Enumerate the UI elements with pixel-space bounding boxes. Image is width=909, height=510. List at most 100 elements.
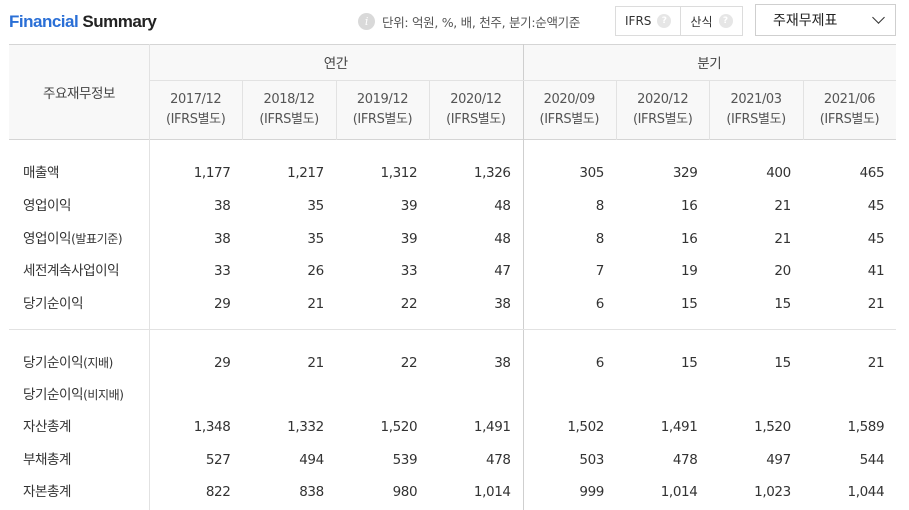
table-cell: 16 bbox=[681, 231, 698, 247]
group-divider bbox=[522, 44, 524, 510]
financial-summary-header: Financial Summary i 단위: 억원, %, 배, 천주, 분기… bbox=[0, 0, 909, 44]
table-cell: 22 bbox=[400, 296, 418, 312]
row-label: 매출액 bbox=[23, 160, 59, 186]
table-cell: 1,332 bbox=[287, 419, 324, 435]
help-icon[interactable]: ? bbox=[657, 14, 672, 28]
period-header: 2021/03 (IFRS별도) bbox=[709, 80, 802, 140]
column-divider bbox=[242, 80, 244, 140]
row-label: 부채총계 bbox=[23, 447, 71, 473]
table-cell: 29 bbox=[214, 296, 231, 312]
table-cell: 15 bbox=[774, 296, 791, 312]
table-cell: 1,589 bbox=[847, 419, 885, 435]
table-cell: 478 bbox=[486, 452, 511, 468]
table-cell: 21 bbox=[774, 198, 791, 214]
table-cell: 1,023 bbox=[754, 484, 791, 500]
period-basis: (IFRS별도) bbox=[726, 112, 786, 127]
formula-button[interactable]: 산식 ? bbox=[680, 7, 741, 35]
row-label: 자산총계 bbox=[23, 414, 71, 440]
table-cell: 1,520 bbox=[380, 419, 418, 435]
table-header bbox=[9, 44, 896, 140]
table-cell: 400 bbox=[766, 165, 791, 181]
table-cell: 48 bbox=[494, 198, 511, 214]
period-date: 2020/12 bbox=[450, 92, 502, 107]
row-label-main: 세전계속사업이익 bbox=[23, 263, 120, 279]
table-cell: 544 bbox=[859, 452, 885, 468]
row-label-sub: (발표기준) bbox=[71, 232, 123, 246]
table-cell: 465 bbox=[859, 165, 885, 181]
financial-table: 주요재무정보 연간 분기 2017/12 (IFRS별도) 2018/12 (IFRS별도… bbox=[9, 44, 896, 510]
table-cell: 38 bbox=[494, 296, 511, 312]
table-cell: 1,014 bbox=[473, 484, 511, 500]
row-label: 당기순이익(지배) bbox=[23, 350, 113, 376]
table-cell: 15 bbox=[681, 296, 698, 312]
period-header: 2019/12 (IFRS별도) bbox=[336, 80, 429, 140]
table-cell: 45 bbox=[867, 198, 885, 214]
info-icon[interactable]: i bbox=[358, 12, 375, 30]
table-cell: 21 bbox=[307, 296, 324, 312]
row-label: 세전계속사업이익 bbox=[23, 258, 120, 284]
table-cell: 41 bbox=[867, 263, 885, 279]
table-cell: 29 bbox=[214, 355, 231, 371]
table-cell: 8 bbox=[595, 198, 605, 214]
table-cell: 8 bbox=[595, 231, 605, 247]
column-divider bbox=[149, 44, 150, 510]
help-icon[interactable]: ? bbox=[718, 14, 733, 28]
period-basis: (IFRS별도) bbox=[259, 112, 319, 127]
period-basis: (IFRS별도) bbox=[165, 112, 226, 127]
period-basis: (IFRS별도) bbox=[632, 112, 693, 127]
table-cell: 1,217 bbox=[287, 165, 324, 181]
table-cell bbox=[149, 382, 230, 408]
period-basis: (IFRS별도) bbox=[352, 112, 413, 127]
column-divider bbox=[429, 80, 431, 140]
row-label-sub: (지배) bbox=[83, 356, 113, 370]
period-date: 2018/12 bbox=[263, 92, 315, 107]
statement-select[interactable]: 주재무제표 bbox=[755, 4, 896, 36]
period-basis: (IFRS별도) bbox=[819, 112, 880, 127]
table-cell: 478 bbox=[672, 452, 698, 468]
period-date: 2017/12 bbox=[170, 92, 222, 107]
statement-select-value: 주재무제표 bbox=[773, 13, 838, 29]
formula-label: 산식 bbox=[690, 14, 713, 29]
period-basis: (IFRS별도) bbox=[446, 112, 506, 127]
row-label-main: 자산총계 bbox=[23, 419, 72, 435]
period-date: 2020/12 bbox=[637, 92, 689, 107]
chevron-down-icon bbox=[872, 11, 885, 24]
table-cell bbox=[803, 382, 884, 408]
unit-text: 단위: 억원, %, 배, 천주, 분기:순액기준 bbox=[382, 14, 581, 30]
row-label-main: 당기순이익 bbox=[23, 355, 84, 371]
title-rest: Summary bbox=[78, 12, 157, 31]
ifrs-button[interactable]: IFRS ? bbox=[616, 7, 680, 35]
table-cell: 1,177 bbox=[193, 165, 231, 181]
table-cell: 6 bbox=[595, 296, 605, 312]
row-label: 영업이익(발표기준) bbox=[23, 226, 123, 252]
table-cell: 21 bbox=[307, 355, 324, 371]
table-cell bbox=[242, 382, 323, 408]
table-cell: 33 bbox=[400, 263, 418, 279]
row-label-main: 자본총계 bbox=[23, 484, 72, 500]
period-header: 2017/12 (IFRS별도) bbox=[149, 80, 242, 140]
table-cell: 497 bbox=[766, 452, 791, 468]
column-divider bbox=[709, 80, 711, 140]
table-cell: 1,491 bbox=[660, 419, 698, 435]
unit-note: i 단위: 억원, %, 배, 천주, 분기:순액기준 bbox=[358, 11, 580, 31]
period-header: 2021/06 (IFRS별도) bbox=[803, 80, 896, 140]
period-date: 2021/03 bbox=[730, 92, 782, 107]
basis-toggle: IFRS ? 산식 ? bbox=[615, 6, 743, 36]
table-cell: 6 bbox=[595, 355, 605, 371]
row-label-main: 매출액 bbox=[23, 165, 60, 181]
table-cell: 38 bbox=[214, 198, 231, 214]
column-divider bbox=[335, 80, 337, 140]
table-cell: 503 bbox=[579, 452, 604, 468]
period-header: 2020/12 (IFRS별도) bbox=[616, 80, 709, 140]
table-cell bbox=[336, 382, 417, 408]
row-label-main: 부채총계 bbox=[23, 452, 72, 468]
table-cell: 1,044 bbox=[847, 484, 885, 500]
table-cell: 15 bbox=[774, 355, 791, 371]
table-cell: 329 bbox=[672, 165, 698, 181]
table-cell: 527 bbox=[205, 452, 231, 468]
table-cell: 1,014 bbox=[660, 484, 698, 500]
section-divider bbox=[9, 329, 896, 330]
table-cell: 35 bbox=[307, 198, 324, 214]
table-cell: 838 bbox=[299, 484, 324, 500]
row-label: 당기순이익 bbox=[23, 291, 84, 317]
